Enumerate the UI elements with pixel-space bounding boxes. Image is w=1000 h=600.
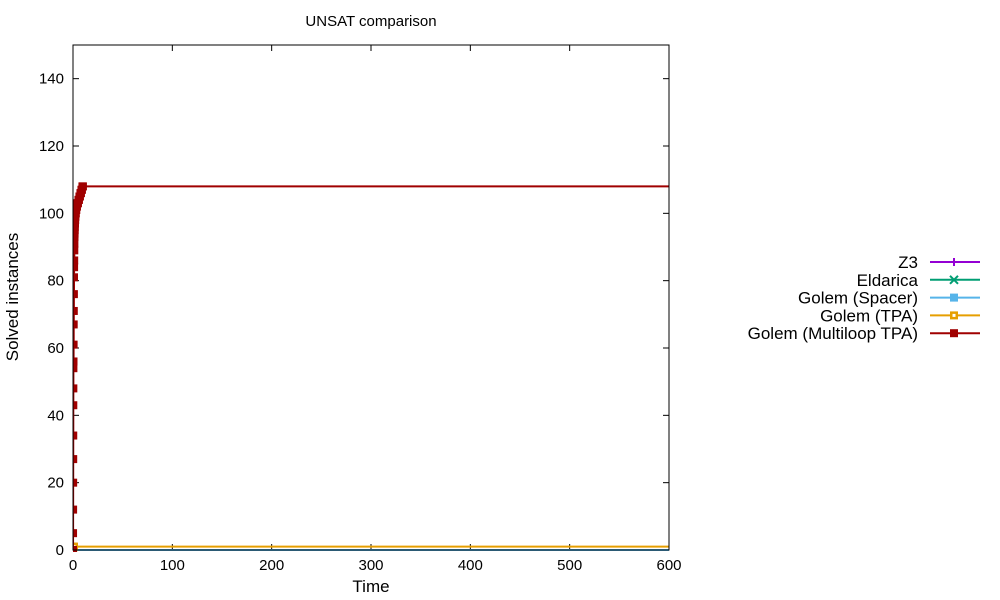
legend-item-golem-spacer: Golem (Spacer) [798, 289, 980, 308]
data-point-golem-multiloop-tpa [73, 239, 79, 248]
x-tick-label: 600 [656, 557, 681, 574]
legend-label-golem-tpa: Golem (TPA) [820, 306, 918, 325]
plot-frame [72, 44, 670, 551]
data-point-golem-multiloop-tpa [78, 182, 87, 191]
data-point-golem-multiloop-tpa [73, 455, 78, 464]
marker-shape [73, 357, 78, 366]
data-point-golem-multiloop-tpa [73, 273, 78, 282]
y-tick-label: 80 [47, 273, 64, 290]
plot-inner [73, 182, 669, 552]
marker-shape [950, 293, 958, 302]
chart-title: UNSAT comparison [305, 13, 436, 30]
marker-shape [78, 182, 87, 191]
legend-label-eldarica: Eldarica [857, 271, 919, 290]
data-point-golem-multiloop-tpa [73, 340, 78, 349]
legend-marker-z3 [950, 258, 958, 266]
marker-shape [73, 384, 78, 393]
data-point-golem-multiloop-tpa [73, 364, 78, 373]
marker-shape [73, 401, 78, 410]
series-golem-multiloop-tpa [73, 182, 669, 552]
marker-shape [73, 340, 78, 349]
legend-label-golem-spacer: Golem (Spacer) [798, 289, 918, 308]
marker-shape [73, 364, 78, 373]
marker-shape [73, 306, 78, 315]
legend-item-eldarica: Eldarica [857, 271, 980, 290]
legend-item-golem-multiloop-tpa: Golem (Multiloop TPA) [748, 324, 980, 343]
x-tick-label: 400 [458, 557, 483, 574]
data-point-golem-multiloop-tpa [73, 478, 78, 487]
legend-marker-golem-tpa [950, 311, 958, 320]
y-tick-label: 140 [39, 71, 64, 88]
legend-label-z3: Z3 [898, 253, 918, 272]
y-tick-label: 100 [39, 205, 64, 222]
marker-shape [73, 239, 79, 248]
marker-shape [73, 263, 79, 272]
data-point-golem-multiloop-tpa [73, 263, 79, 272]
x-tick-label: 200 [259, 557, 284, 574]
marker-shape [73, 320, 78, 329]
legend-label-golem-multiloop-tpa: Golem (Multiloop TPA) [748, 324, 918, 343]
data-point-golem-multiloop-tpa [73, 246, 79, 255]
y-axis-label: Solved instances [3, 233, 22, 362]
data-point-golem-multiloop-tpa [73, 290, 78, 299]
series-line-golem-multiloop-tpa [73, 185, 669, 551]
x-tick-label: 100 [160, 557, 185, 574]
legend-marker-golem-spacer [950, 293, 958, 302]
marker-shape [950, 329, 958, 338]
plot-area [73, 182, 669, 552]
data-point-golem-multiloop-tpa [73, 431, 78, 440]
x-tick-label: 500 [557, 557, 582, 574]
marker-shape [73, 273, 78, 282]
legend-marker-golem-multiloop-tpa [950, 329, 958, 338]
data-point-golem-multiloop-tpa [73, 384, 78, 393]
marker-shape [73, 505, 78, 514]
data-point-golem-multiloop-tpa [73, 401, 78, 410]
axis-ticks: 0 100 200 300 400 500 600 0 20 40 60 80 100 120 140 [39, 45, 682, 574]
y-tick-label: 120 [39, 138, 64, 155]
data-point-golem-multiloop-tpa [73, 306, 78, 315]
marker-shape [952, 313, 956, 317]
marker-shape [73, 431, 78, 440]
data-point-golem-multiloop-tpa [73, 505, 78, 514]
data-point-golem-multiloop-tpa [73, 357, 78, 366]
y-tick-label: 40 [47, 407, 64, 424]
marker-shape [73, 256, 79, 265]
data-point-golem-multiloop-tpa [73, 256, 79, 265]
x-tick-label: 300 [358, 557, 383, 574]
y-tick-label: 0 [56, 542, 64, 559]
data-point-golem-multiloop-tpa [73, 529, 78, 538]
marker-shape [73, 246, 79, 255]
legend-item-z3: Z3 [898, 253, 980, 272]
marker-shape [73, 478, 78, 487]
series-golem-tpa [73, 542, 669, 552]
x-tick-label: 0 [69, 557, 77, 574]
y-tick-label: 60 [47, 340, 64, 357]
legend-marker-eldarica [949, 275, 959, 285]
marker-shape [73, 546, 77, 552]
data-point-golem-multiloop-tpa [73, 320, 78, 329]
marker-stroke [949, 275, 959, 285]
legend-item-golem-tpa: Golem (TPA) [820, 306, 980, 325]
marker-shape [73, 455, 78, 464]
marker-shape [73, 529, 78, 538]
data-point-golem-multiloop-tpa [73, 546, 77, 552]
marker-shape [73, 290, 78, 299]
y-tick-label: 20 [47, 475, 64, 492]
x-axis-label: Time [352, 577, 389, 596]
